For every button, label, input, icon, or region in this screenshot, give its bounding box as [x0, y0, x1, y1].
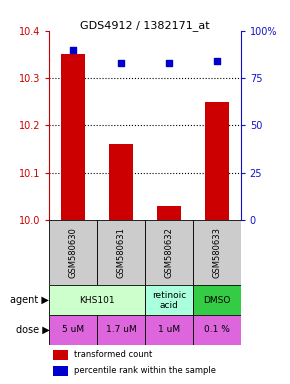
Bar [193, 315, 241, 344]
Bar [205, 102, 229, 220]
Text: retinoic
acid: retinoic acid [152, 291, 186, 310]
Bar [49, 220, 97, 285]
Text: transformed count: transformed count [74, 350, 153, 359]
Text: GSM580630: GSM580630 [69, 227, 78, 278]
Bar [145, 315, 193, 344]
Bar [109, 144, 133, 220]
Bar [97, 315, 145, 344]
Title: GDS4912 / 1382171_at: GDS4912 / 1382171_at [80, 20, 210, 31]
Text: KHS101: KHS101 [79, 296, 115, 305]
Bar [53, 349, 68, 359]
Text: GSM580631: GSM580631 [117, 227, 126, 278]
Bar [49, 285, 145, 315]
Point [166, 60, 171, 66]
Bar [193, 220, 241, 285]
Text: dose ▶: dose ▶ [16, 325, 49, 335]
Bar [145, 285, 193, 315]
Text: 5 uM: 5 uM [62, 325, 84, 334]
Bar [49, 315, 97, 344]
Text: 0.1 %: 0.1 % [204, 325, 230, 334]
Text: percentile rank within the sample: percentile rank within the sample [74, 366, 216, 376]
Bar [157, 206, 181, 220]
Text: 1.7 uM: 1.7 uM [106, 325, 137, 334]
Text: 1 uM: 1 uM [158, 325, 180, 334]
Point [119, 60, 124, 66]
Point [214, 58, 219, 64]
Text: DMSO: DMSO [203, 296, 231, 305]
Bar [97, 220, 145, 285]
Text: GSM580632: GSM580632 [164, 227, 173, 278]
Bar [193, 285, 241, 315]
Point [71, 46, 75, 53]
Bar [53, 366, 68, 376]
Text: agent ▶: agent ▶ [10, 295, 49, 305]
Text: GSM580633: GSM580633 [212, 227, 221, 278]
Bar [61, 55, 85, 220]
Bar [145, 220, 193, 285]
